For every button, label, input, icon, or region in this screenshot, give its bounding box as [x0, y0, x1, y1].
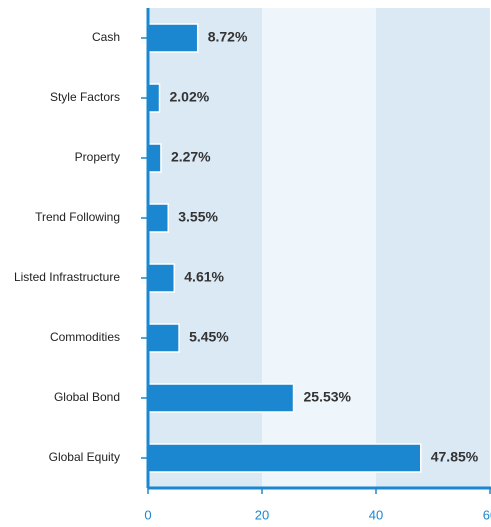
value-label: 47.85%	[431, 449, 479, 465]
y-tick-label: Cash	[92, 30, 120, 44]
y-tick-label: Commodities	[50, 330, 120, 344]
y-tick-label: Global Equity	[49, 450, 120, 464]
value-label: 25.53%	[304, 389, 352, 405]
bar	[147, 383, 295, 413]
bar	[147, 203, 169, 233]
value-label: 2.27%	[171, 149, 211, 165]
plot-band	[262, 8, 376, 488]
x-tick-label: 20	[255, 507, 269, 522]
bar	[147, 263, 176, 293]
bar	[147, 323, 180, 353]
bar	[147, 443, 422, 473]
y-tick-label: Property	[75, 150, 120, 164]
plot-band	[376, 8, 490, 488]
value-label: 5.45%	[189, 329, 229, 345]
y-tick-label: Trend Following	[35, 210, 120, 224]
y-tick-label: Style Factors	[50, 90, 120, 104]
value-label: 2.02%	[170, 89, 210, 105]
x-tick-label: 60	[483, 507, 491, 522]
x-tick-label: 0	[144, 507, 151, 522]
x-tick-label: 40	[369, 507, 383, 522]
value-label: 3.55%	[178, 209, 218, 225]
bar	[147, 83, 161, 113]
value-label: 4.61%	[184, 269, 224, 285]
bar	[147, 143, 162, 173]
y-tick-label: Global Bond	[54, 390, 120, 404]
bar	[147, 23, 199, 53]
plot-band	[148, 8, 262, 488]
y-tick-label: Listed Infrastructure	[14, 270, 120, 284]
value-label: 8.72%	[208, 29, 248, 45]
